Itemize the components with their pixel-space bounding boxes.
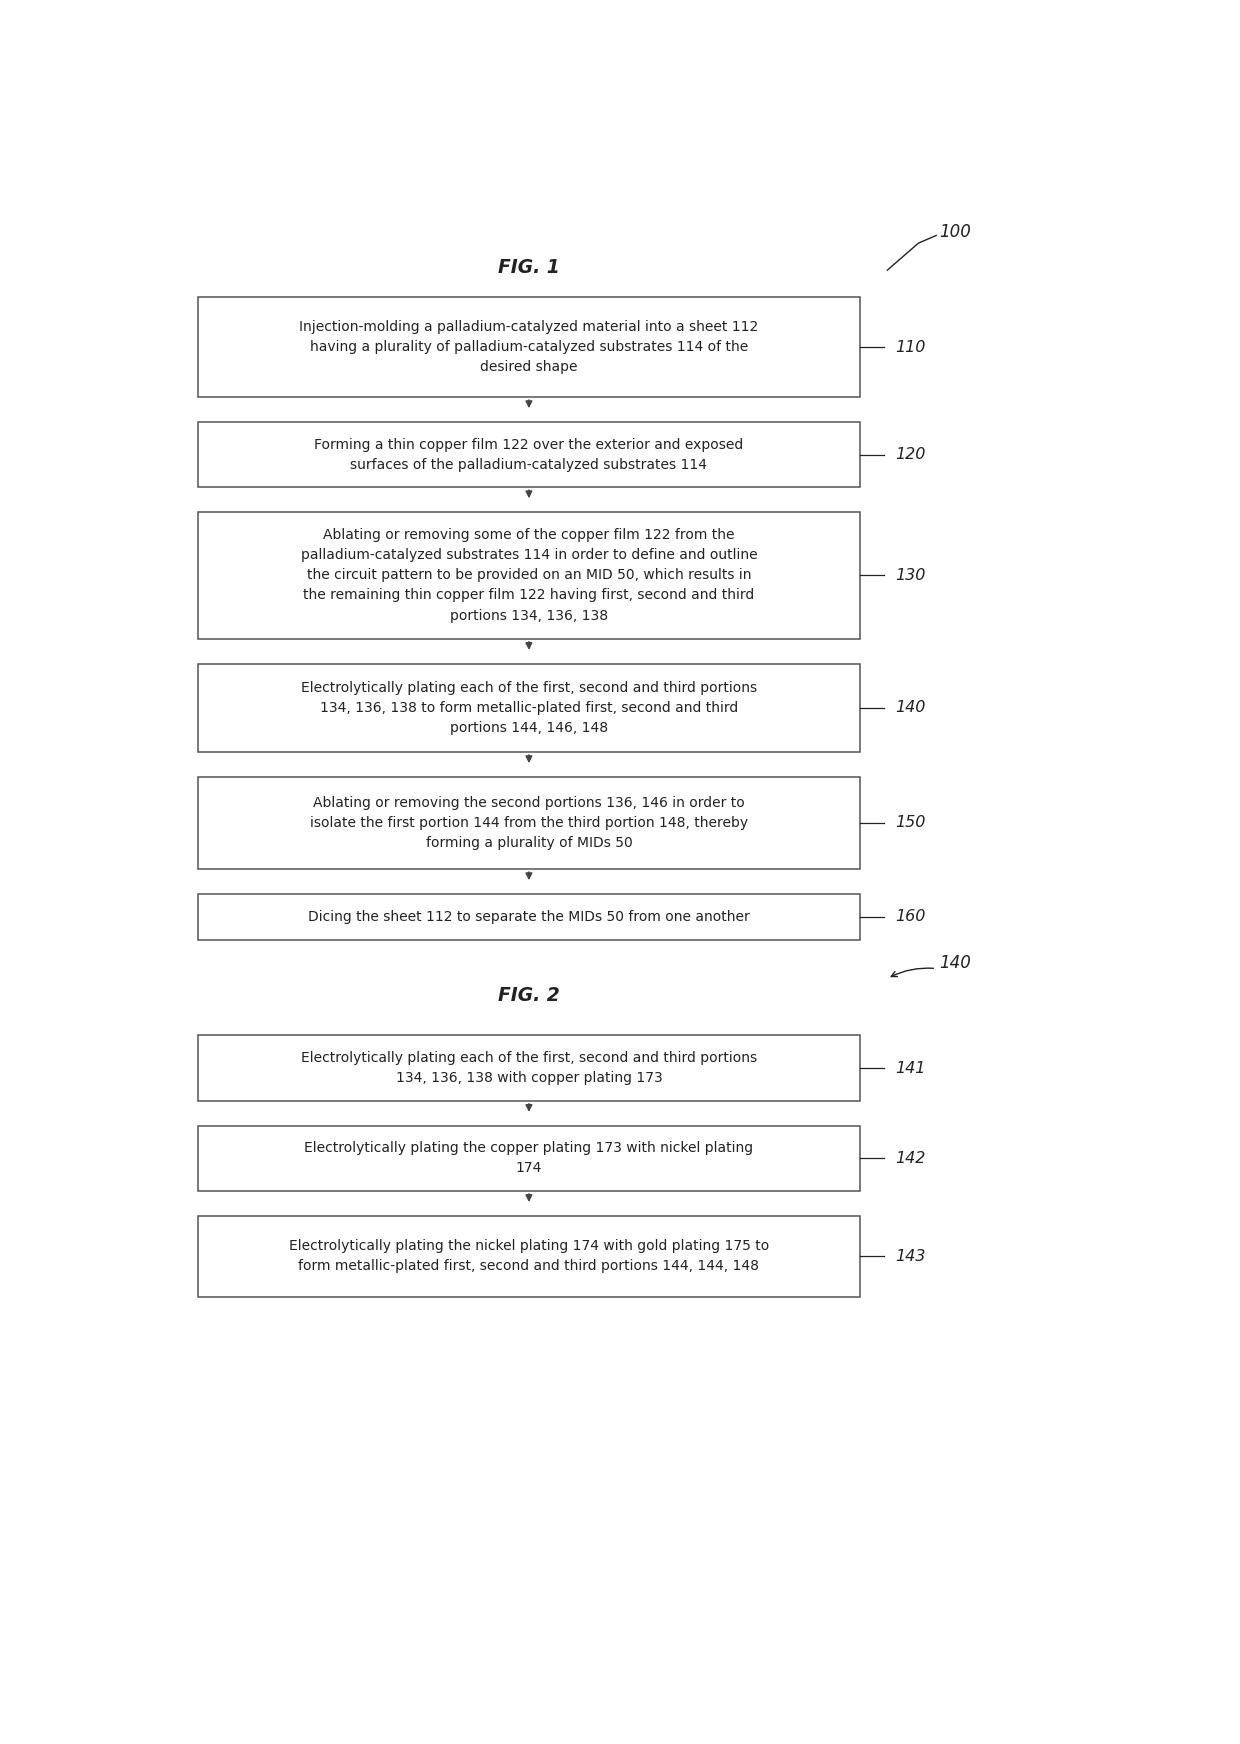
Text: 160: 160 bbox=[895, 909, 925, 924]
FancyBboxPatch shape bbox=[197, 296, 861, 398]
Text: Electrolytically plating each of the first, second and third portions
134, 136, : Electrolytically plating each of the fir… bbox=[301, 1052, 756, 1085]
FancyBboxPatch shape bbox=[197, 422, 861, 487]
FancyBboxPatch shape bbox=[197, 1216, 861, 1296]
Text: Electrolytically plating the nickel plating 174 with gold plating 175 to
form me: Electrolytically plating the nickel plat… bbox=[289, 1238, 769, 1273]
Text: 141: 141 bbox=[895, 1060, 925, 1076]
FancyBboxPatch shape bbox=[197, 895, 861, 940]
Text: Forming a thin copper film 122 over the exterior and exposed
surfaces of the pal: Forming a thin copper film 122 over the … bbox=[314, 438, 744, 471]
Text: FIG. 2: FIG. 2 bbox=[498, 985, 559, 1005]
Text: FIG. 1: FIG. 1 bbox=[498, 258, 559, 277]
Text: 120: 120 bbox=[895, 446, 925, 462]
FancyBboxPatch shape bbox=[197, 663, 861, 752]
Text: 142: 142 bbox=[895, 1151, 925, 1165]
FancyBboxPatch shape bbox=[197, 1125, 861, 1191]
Text: 143: 143 bbox=[895, 1249, 925, 1264]
Text: Electrolytically plating each of the first, second and third portions
134, 136, : Electrolytically plating each of the fir… bbox=[301, 680, 756, 734]
Text: 100: 100 bbox=[940, 223, 971, 241]
FancyBboxPatch shape bbox=[197, 776, 861, 869]
Text: Injection-molding a palladium-catalyzed material into a sheet 112
having a plura: Injection-molding a palladium-catalyzed … bbox=[299, 321, 759, 375]
Text: Dicing the sheet 112 to separate the MIDs 50 from one another: Dicing the sheet 112 to separate the MID… bbox=[308, 910, 750, 924]
FancyBboxPatch shape bbox=[197, 513, 861, 638]
Text: 140: 140 bbox=[895, 701, 925, 715]
Text: 110: 110 bbox=[895, 340, 925, 354]
Text: 130: 130 bbox=[895, 569, 925, 582]
Text: 150: 150 bbox=[895, 816, 925, 830]
Text: Ablating or removing some of the copper film 122 from the
palladium-catalyzed su: Ablating or removing some of the copper … bbox=[300, 528, 758, 623]
Text: Electrolytically plating the copper plating 173 with nickel plating
174: Electrolytically plating the copper plat… bbox=[304, 1141, 754, 1175]
Text: Ablating or removing the second portions 136, 146 in order to
isolate the first : Ablating or removing the second portions… bbox=[310, 795, 748, 849]
Text: 140: 140 bbox=[940, 954, 971, 971]
FancyBboxPatch shape bbox=[197, 1036, 861, 1100]
